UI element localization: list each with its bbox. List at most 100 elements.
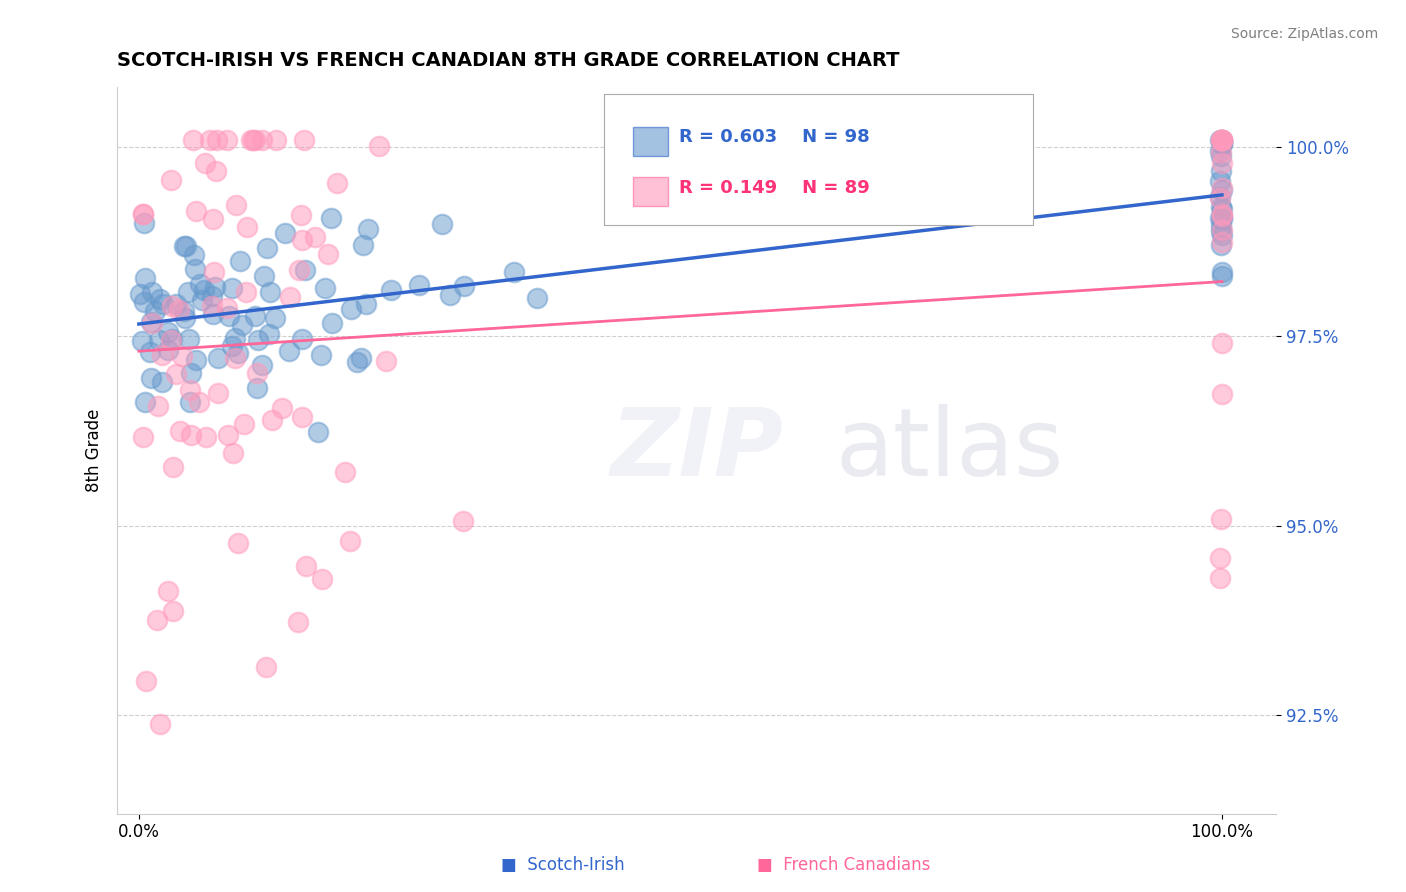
Point xyxy=(204,280,226,294)
Point xyxy=(346,355,368,369)
Point xyxy=(247,333,270,347)
Point xyxy=(1211,148,1233,162)
Point xyxy=(156,325,179,339)
Point xyxy=(321,316,343,330)
Point xyxy=(259,285,281,300)
Text: R = 0.149    N = 89: R = 0.149 N = 89 xyxy=(679,179,870,197)
Point xyxy=(290,209,312,223)
Point xyxy=(254,660,277,674)
Point xyxy=(231,318,253,333)
Point xyxy=(311,572,333,586)
Point xyxy=(1211,223,1233,237)
Point xyxy=(221,281,243,295)
FancyBboxPatch shape xyxy=(633,127,668,155)
Point xyxy=(352,238,374,252)
Point xyxy=(1211,269,1233,284)
Point xyxy=(165,367,187,381)
Point xyxy=(129,287,152,301)
Point xyxy=(162,459,184,474)
Point xyxy=(453,279,475,293)
Point xyxy=(1209,132,1232,146)
Point xyxy=(246,381,269,395)
Point xyxy=(181,132,204,146)
Point xyxy=(339,534,361,549)
Point xyxy=(1211,224,1233,238)
Point xyxy=(225,198,247,212)
Point xyxy=(146,613,169,627)
Point xyxy=(224,351,246,366)
Point xyxy=(1209,189,1232,203)
Point xyxy=(1211,132,1233,146)
Point xyxy=(183,248,205,262)
Point xyxy=(174,311,197,326)
Point xyxy=(1211,265,1233,279)
Point xyxy=(307,425,329,439)
Point xyxy=(135,673,157,688)
Point xyxy=(243,309,266,323)
Point xyxy=(232,417,254,432)
Point xyxy=(236,220,259,235)
Point xyxy=(202,212,225,227)
Point xyxy=(207,386,229,401)
Point xyxy=(141,285,163,300)
Text: SCOTCH-IRISH VS FRENCH CANADIAN 8TH GRADE CORRELATION CHART: SCOTCH-IRISH VS FRENCH CANADIAN 8TH GRAD… xyxy=(117,51,900,70)
Point xyxy=(1211,238,1233,252)
Point xyxy=(141,316,163,330)
Point xyxy=(294,263,316,277)
Point xyxy=(139,370,162,384)
Point xyxy=(150,375,173,389)
Point xyxy=(295,558,318,573)
Point xyxy=(132,206,155,220)
Point xyxy=(172,349,194,363)
Text: atlas: atlas xyxy=(835,404,1064,496)
Point xyxy=(368,138,391,153)
Point xyxy=(304,229,326,244)
Point xyxy=(1209,570,1232,584)
Point xyxy=(131,334,153,348)
Point xyxy=(264,132,287,146)
Point xyxy=(179,395,201,409)
Point xyxy=(1209,145,1232,159)
Point xyxy=(166,297,188,311)
Point xyxy=(201,289,224,303)
Point xyxy=(259,326,281,341)
Point xyxy=(188,277,211,292)
Point xyxy=(222,446,245,460)
Point xyxy=(1211,228,1233,243)
Point xyxy=(198,132,221,146)
Point xyxy=(169,424,191,438)
Point xyxy=(193,283,215,297)
Point xyxy=(357,222,380,236)
Point xyxy=(218,309,240,323)
Point xyxy=(291,410,314,425)
Point xyxy=(194,156,217,170)
Point xyxy=(1211,235,1233,249)
Text: ■  French Canadians: ■ French Canadians xyxy=(756,856,931,874)
Point xyxy=(201,300,224,314)
Point xyxy=(1209,211,1232,225)
Point xyxy=(314,281,336,295)
Point xyxy=(150,348,173,362)
Point xyxy=(503,265,526,279)
Point xyxy=(1211,209,1233,223)
Point xyxy=(273,227,295,241)
Point xyxy=(242,132,264,146)
Point xyxy=(1211,336,1233,351)
Y-axis label: 8th Grade: 8th Grade xyxy=(86,409,103,491)
FancyBboxPatch shape xyxy=(633,178,668,206)
Point xyxy=(1211,511,1233,525)
Point xyxy=(173,238,195,252)
Point xyxy=(224,331,246,345)
Point xyxy=(1211,132,1233,146)
Point xyxy=(287,262,309,277)
Point xyxy=(250,132,273,146)
Point xyxy=(152,297,174,311)
Point xyxy=(143,304,166,318)
Point xyxy=(292,132,315,146)
Point xyxy=(205,132,228,146)
Point xyxy=(177,285,200,300)
Point xyxy=(1211,156,1233,170)
Point xyxy=(340,302,363,317)
Point xyxy=(1209,174,1232,188)
Point xyxy=(316,246,339,260)
